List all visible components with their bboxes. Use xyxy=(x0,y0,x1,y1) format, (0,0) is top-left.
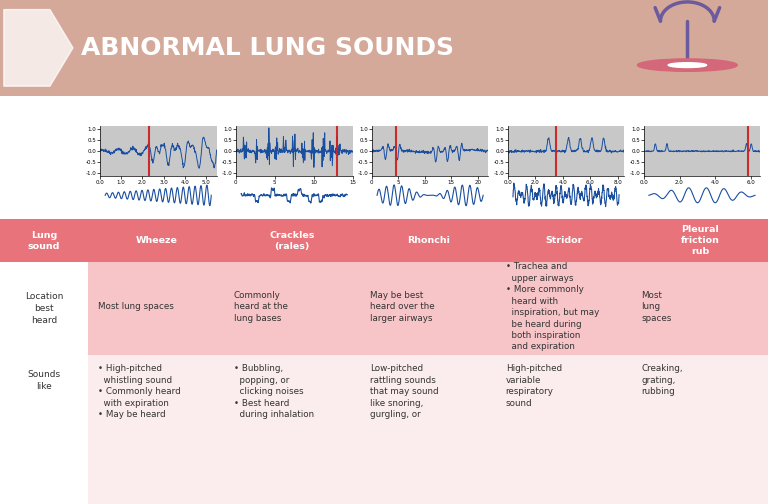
Text: Most lung spaces: Most lung spaces xyxy=(98,302,174,311)
Text: Lung
sound: Lung sound xyxy=(28,231,61,250)
Polygon shape xyxy=(4,10,73,86)
Text: Pleural
friction
rub: Pleural friction rub xyxy=(680,225,720,256)
Text: Rhonchi: Rhonchi xyxy=(407,236,449,245)
Text: Wheeze: Wheeze xyxy=(135,236,177,245)
Text: May be best
heard over the
larger airways: May be best heard over the larger airway… xyxy=(369,291,435,323)
Text: Location
best
heard: Location best heard xyxy=(25,292,63,325)
Text: • Bubbling,
  popping, or
  clicking noises
• Best heard
  during inhalation: • Bubbling, popping, or clicking noises … xyxy=(233,364,314,419)
Text: • High-pitched
  whistling sound
• Commonly heard
  with expiration
• May be hea: • High-pitched whistling sound • Commonl… xyxy=(98,364,180,419)
Text: ABNORMAL LUNG SOUNDS: ABNORMAL LUNG SOUNDS xyxy=(81,36,454,60)
Circle shape xyxy=(668,62,707,68)
Text: Low-pitched
rattling sounds
that may sound
like snoring,
gurgling, or: Low-pitched rattling sounds that may sou… xyxy=(369,364,439,419)
Text: Sounds
like: Sounds like xyxy=(28,370,61,391)
Text: Commonly
heard at the
lung bases: Commonly heard at the lung bases xyxy=(233,291,288,323)
Text: Most
lung
spaces: Most lung spaces xyxy=(641,291,672,323)
Text: Stridor: Stridor xyxy=(545,236,583,245)
Text: High-pitched
variable
respiratory
sound: High-pitched variable respiratory sound xyxy=(505,364,561,408)
Circle shape xyxy=(637,59,737,72)
Text: Creaking,
grating,
rubbing: Creaking, grating, rubbing xyxy=(641,364,683,396)
Text: • Trachea and
  upper airways
• More commonly
  heard with
  inspiration, but ma: • Trachea and upper airways • More commo… xyxy=(505,262,599,351)
Text: Crackles
(rales): Crackles (rales) xyxy=(270,231,315,250)
